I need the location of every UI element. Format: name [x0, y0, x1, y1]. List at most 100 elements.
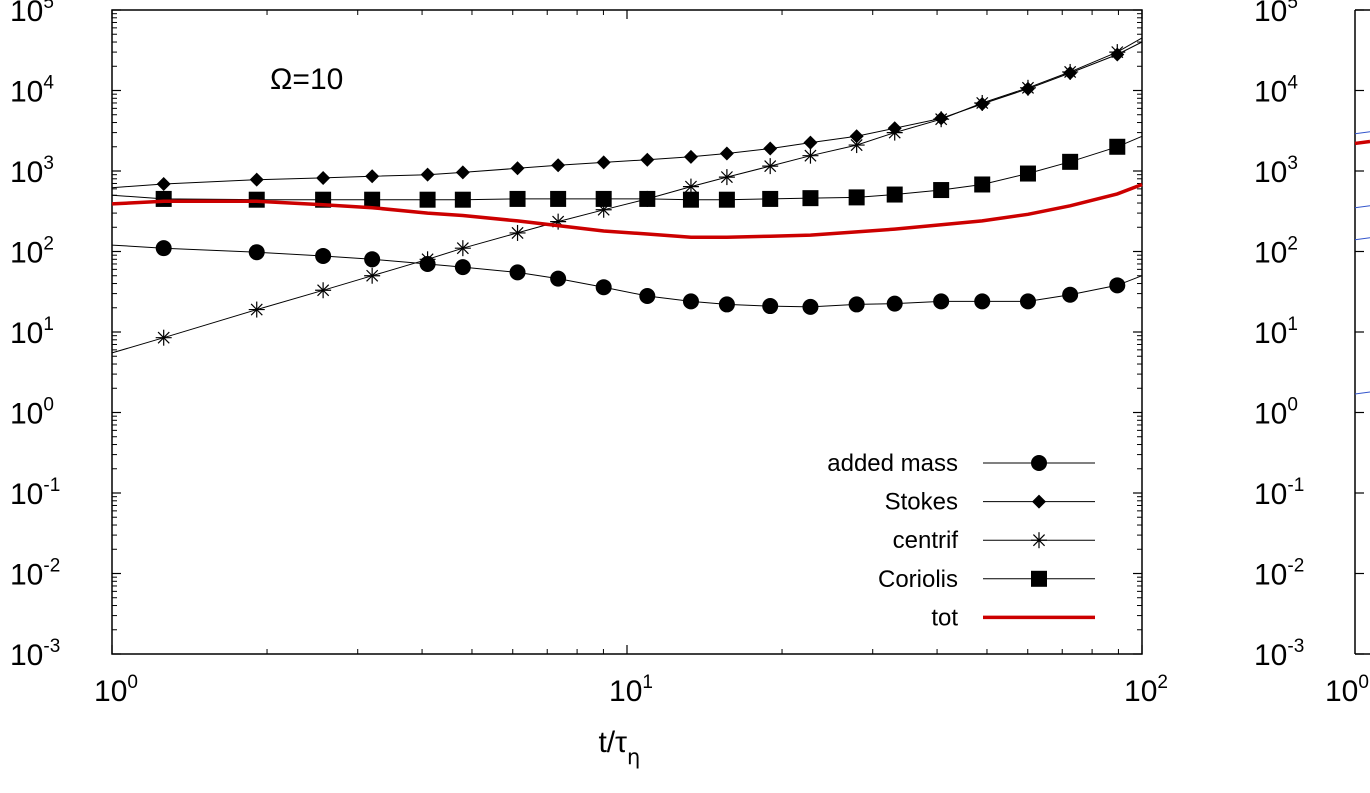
- y-tick-label: 10-1: [10, 475, 60, 511]
- series-line-fragment: [1354, 131, 1370, 135]
- x-axis-label: t/τ η: [598, 726, 640, 769]
- data-point: [364, 251, 381, 268]
- data-point: [933, 182, 950, 199]
- legend-label: Stokes: [885, 489, 958, 516]
- y-tick-label: 103: [10, 153, 54, 189]
- data-point: [365, 169, 380, 184]
- data-point: [1062, 286, 1079, 303]
- data-point: [762, 190, 779, 207]
- data-point: [803, 135, 818, 150]
- data-point: [248, 301, 265, 318]
- y-tick-label: 101: [10, 314, 54, 350]
- data-point: [1062, 63, 1079, 80]
- right-plot: 105 104 103 102 101 100 10-1 10-2 10-3 100: [1254, 0, 1370, 708]
- data-point: [1109, 44, 1126, 61]
- data-point: [762, 158, 779, 175]
- annotation-omega: Ω=10: [270, 63, 343, 96]
- data-point: [419, 191, 436, 208]
- data-point: [454, 240, 471, 257]
- data-point: [510, 161, 525, 176]
- data-point: [886, 295, 903, 312]
- series-centrif: [111, 37, 1143, 354]
- data-point: [762, 298, 779, 315]
- data-point: [974, 176, 991, 193]
- series-coriolis: [111, 135, 1143, 208]
- x-tick-label: 100: [94, 672, 138, 708]
- data-point: [596, 155, 611, 170]
- data-point: [454, 191, 471, 208]
- data-point: [155, 240, 172, 257]
- y-tick-label: 104: [1254, 73, 1298, 109]
- data-point: [315, 247, 332, 264]
- data-point: [683, 149, 698, 164]
- y-tick-label: 100: [10, 395, 54, 431]
- data-point: [763, 141, 778, 156]
- data-point: [1031, 570, 1047, 587]
- series-added-mass: [111, 240, 1143, 315]
- data-point: [1109, 138, 1126, 155]
- data-point: [249, 172, 264, 187]
- data-point: [974, 293, 991, 310]
- data-point: [509, 190, 526, 207]
- y-tick-label: 102: [1254, 234, 1298, 270]
- data-point: [802, 147, 819, 164]
- data-point: [454, 259, 471, 276]
- data-point: [974, 94, 991, 111]
- left-series: [111, 37, 1143, 354]
- data-point: [1031, 455, 1047, 471]
- x-tick-label: 101: [609, 672, 653, 708]
- data-point: [719, 146, 734, 161]
- data-point: [364, 267, 381, 284]
- y-tick-label: 101: [1254, 314, 1298, 350]
- svg-text:t/τ: t/τ: [598, 726, 627, 759]
- series-line-fragment: [1354, 391, 1370, 395]
- data-point: [509, 224, 526, 241]
- series-line: [111, 41, 1143, 189]
- series-line-fragment: [1354, 237, 1370, 241]
- data-point: [509, 264, 526, 281]
- left-ticks: 105 104 103 102 101 100 10-1 10-2 10-3 100 101 102: [10, 0, 1168, 708]
- series-stokes: [111, 41, 1143, 191]
- y-tick-label: 10-3: [10, 636, 60, 672]
- y-tick-label: 10-2: [1254, 556, 1304, 592]
- y-tick-label: 105: [10, 0, 54, 28]
- data-point: [718, 191, 735, 208]
- data-point: [848, 296, 865, 313]
- left-plot-frame: [111, 9, 1143, 655]
- series-tot: [111, 182, 1143, 240]
- y-tick-label: 100: [1254, 395, 1298, 431]
- data-point: [682, 178, 699, 195]
- data-point: [1019, 79, 1036, 96]
- x-tick-label: 100: [1325, 672, 1369, 708]
- legend-label: added mass: [827, 450, 958, 477]
- data-point: [1062, 153, 1079, 170]
- data-point: [718, 296, 735, 313]
- data-point: [639, 288, 656, 305]
- data-point: [886, 186, 903, 203]
- data-point: [682, 293, 699, 310]
- data-point: [886, 124, 903, 141]
- data-point: [848, 189, 865, 206]
- data-point: [802, 190, 819, 207]
- y-tick-label: 10-2: [10, 556, 60, 592]
- data-point: [419, 251, 436, 268]
- legend-label: centrif: [893, 527, 959, 554]
- data-point: [248, 244, 265, 261]
- data-point: [849, 129, 864, 144]
- data-point: [155, 190, 172, 207]
- data-point: [550, 190, 567, 207]
- data-point: [156, 176, 171, 191]
- y-tick-label: 104: [10, 73, 54, 109]
- x-tick-label: 102: [1124, 672, 1168, 708]
- data-point: [848, 137, 865, 154]
- data-point: [551, 158, 566, 173]
- data-point: [640, 152, 655, 167]
- data-point: [1019, 165, 1036, 182]
- y-tick-label: 102: [10, 234, 54, 270]
- data-point: [455, 165, 470, 180]
- legend-label: Coriolis: [878, 566, 958, 593]
- y-tick-label: 10-1: [1254, 475, 1304, 511]
- data-point: [682, 191, 699, 208]
